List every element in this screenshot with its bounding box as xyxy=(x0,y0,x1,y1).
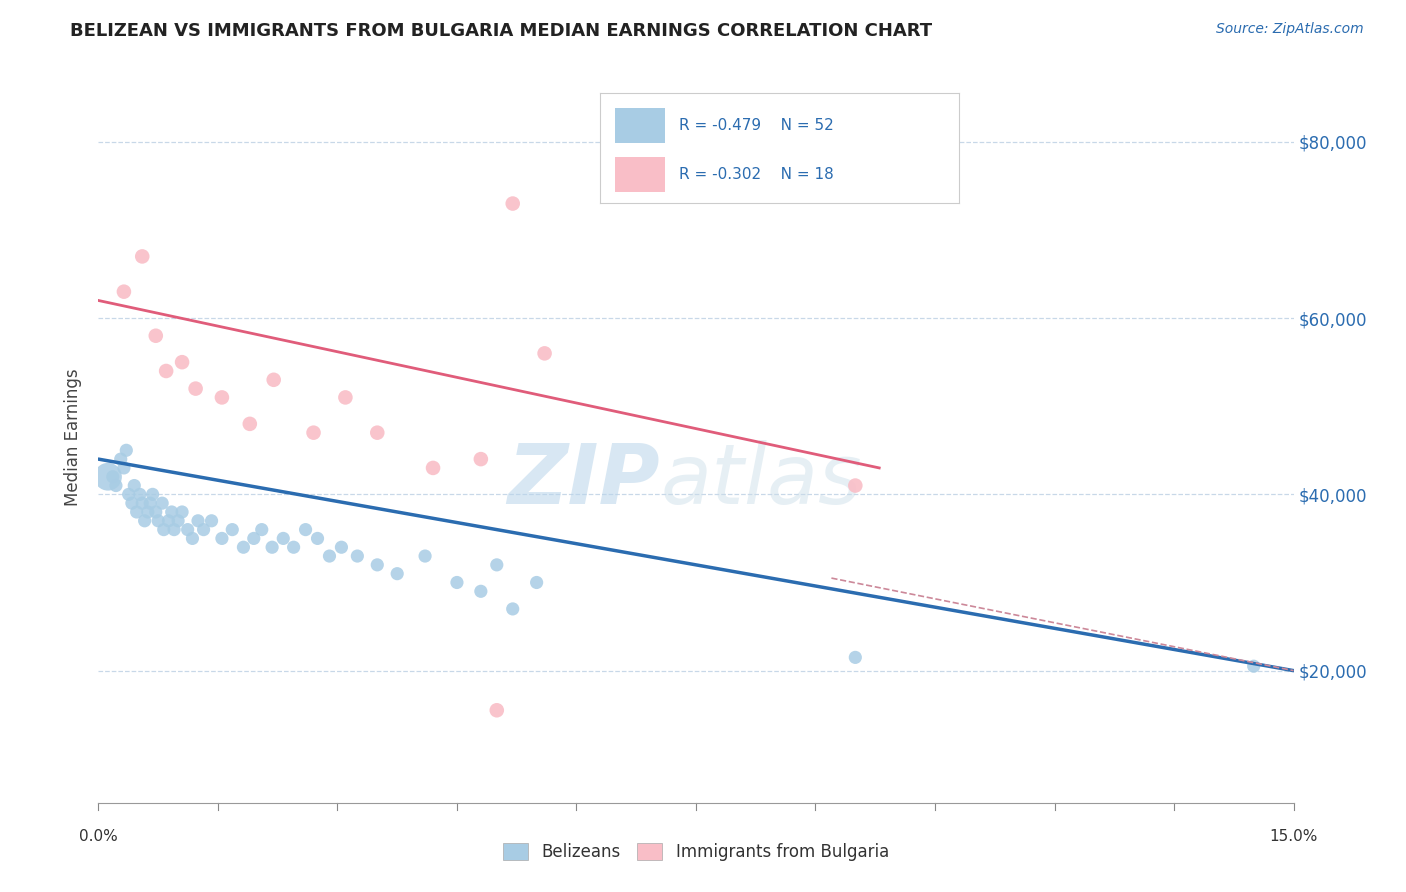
Point xyxy=(112,285,135,299)
Point xyxy=(155,364,177,378)
Point xyxy=(187,514,209,528)
Point xyxy=(485,703,508,717)
Point xyxy=(232,540,254,554)
Point xyxy=(330,540,353,554)
Point xyxy=(200,514,222,528)
Text: ZIP: ZIP xyxy=(508,441,661,522)
Point xyxy=(844,478,866,492)
Point xyxy=(470,584,492,599)
Point xyxy=(366,425,388,440)
Point xyxy=(128,487,150,501)
Point xyxy=(184,382,207,396)
Point xyxy=(142,487,165,501)
Point xyxy=(263,373,285,387)
Point xyxy=(271,532,294,546)
Point xyxy=(125,505,148,519)
Point xyxy=(121,496,143,510)
Text: BELIZEAN VS IMMIGRANTS FROM BULGARIA MEDIAN EARNINGS CORRELATION CHART: BELIZEAN VS IMMIGRANTS FROM BULGARIA MED… xyxy=(70,22,932,40)
Point xyxy=(422,461,444,475)
Point xyxy=(307,532,329,546)
Point xyxy=(346,549,368,563)
Text: Source: ZipAtlas.com: Source: ZipAtlas.com xyxy=(1216,22,1364,37)
Point xyxy=(385,566,409,581)
Point xyxy=(131,496,153,510)
Y-axis label: Median Earnings: Median Earnings xyxy=(65,368,83,506)
Point xyxy=(145,505,167,519)
Point xyxy=(502,602,524,616)
Point xyxy=(844,650,866,665)
Point xyxy=(145,328,167,343)
Point xyxy=(318,549,340,563)
Point xyxy=(211,532,233,546)
Text: atlas: atlas xyxy=(661,441,862,522)
Point xyxy=(526,575,548,590)
Point xyxy=(366,558,388,572)
Point xyxy=(193,523,215,537)
Point xyxy=(104,478,127,492)
Point xyxy=(152,523,174,537)
Point xyxy=(470,452,492,467)
Point xyxy=(112,461,135,475)
Point xyxy=(148,514,170,528)
Point xyxy=(294,523,316,537)
Text: 0.0%: 0.0% xyxy=(79,830,118,844)
Point xyxy=(101,469,124,483)
Point xyxy=(163,523,186,537)
Legend: Belizeans, Immigrants from Bulgaria: Belizeans, Immigrants from Bulgaria xyxy=(496,836,896,868)
Point xyxy=(250,523,273,537)
Point xyxy=(134,514,156,528)
Point xyxy=(172,505,194,519)
Point xyxy=(160,505,183,519)
Point xyxy=(335,391,357,405)
Point xyxy=(97,469,120,483)
Point xyxy=(1243,659,1265,673)
Point xyxy=(172,355,194,369)
Point xyxy=(262,540,284,554)
Point xyxy=(131,249,153,263)
Point xyxy=(110,452,132,467)
Point xyxy=(243,532,266,546)
Point xyxy=(302,425,325,440)
Point xyxy=(533,346,555,360)
Point xyxy=(115,443,138,458)
Point xyxy=(485,558,508,572)
Point xyxy=(239,417,262,431)
Point xyxy=(181,532,204,546)
Point xyxy=(446,575,468,590)
Point xyxy=(283,540,305,554)
Point xyxy=(176,523,198,537)
Point xyxy=(221,523,243,537)
Text: 15.0%: 15.0% xyxy=(1270,830,1317,844)
Point xyxy=(136,505,159,519)
Point xyxy=(502,196,524,211)
Point xyxy=(118,487,141,501)
Point xyxy=(139,496,162,510)
Point xyxy=(124,478,146,492)
Point xyxy=(413,549,436,563)
Point xyxy=(157,514,180,528)
Point xyxy=(150,496,173,510)
Point xyxy=(211,391,233,405)
Point xyxy=(167,514,190,528)
